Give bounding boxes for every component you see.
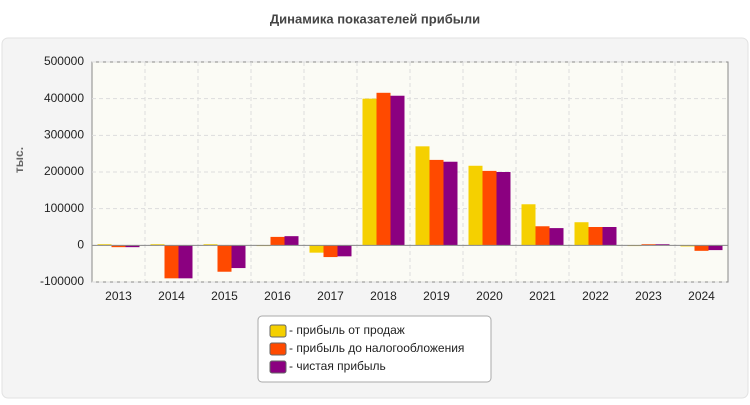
legend-label: - чистая прибыль — [289, 359, 386, 373]
bar — [521, 204, 536, 246]
bar — [694, 245, 709, 251]
bar — [496, 172, 511, 246]
y-tick-label: 0 — [77, 238, 84, 252]
x-tick-label: 2021 — [529, 289, 556, 303]
bar — [429, 159, 444, 246]
bar — [390, 95, 405, 246]
bar — [588, 227, 603, 246]
y-axis-label: тыс. — [12, 147, 26, 173]
legend — [257, 315, 492, 383]
bar — [125, 245, 140, 248]
bar — [164, 245, 179, 279]
y-tick-label: -100000 — [40, 274, 84, 288]
bar — [97, 244, 112, 246]
bar — [309, 245, 324, 253]
y-tick-label: 300000 — [44, 128, 84, 142]
bar — [270, 236, 285, 246]
bar — [680, 245, 695, 247]
bar — [535, 226, 550, 246]
x-tick-label: 2013 — [105, 289, 132, 303]
bar — [415, 146, 430, 246]
x-tick-label: 2020 — [476, 289, 503, 303]
bar — [549, 228, 564, 246]
bar — [482, 170, 497, 246]
y-tick-label: 500000 — [44, 54, 84, 68]
bar — [362, 98, 377, 246]
bar — [376, 92, 391, 246]
bar — [178, 245, 193, 279]
bar — [443, 161, 458, 246]
bar — [655, 244, 670, 246]
y-tick-label: 200000 — [44, 164, 84, 178]
bar — [150, 244, 165, 246]
bar — [641, 244, 656, 246]
legend-label: - прибыль от продаж — [289, 323, 405, 337]
legend-swatch — [269, 360, 287, 374]
x-tick-label: 2023 — [635, 289, 662, 303]
x-tick-label: 2019 — [423, 289, 450, 303]
x-tick-label: 2015 — [211, 289, 238, 303]
bar — [203, 244, 218, 246]
bar — [337, 245, 352, 257]
x-tick-label: 2014 — [158, 289, 185, 303]
x-tick-label: 2016 — [264, 289, 291, 303]
x-tick-label: 2018 — [370, 289, 397, 303]
y-tick-label: 100000 — [44, 201, 84, 215]
chart-title: Динамика показателей прибыли — [270, 11, 480, 26]
legend-swatch — [269, 324, 287, 338]
bar — [468, 165, 483, 246]
legend-label: - прибыль до налогообложения — [289, 341, 464, 355]
bar — [708, 245, 723, 251]
y-tick-label: 400000 — [44, 91, 84, 105]
bar — [111, 245, 126, 248]
bar — [284, 236, 299, 246]
bar — [602, 227, 617, 246]
legend-swatch — [269, 342, 287, 356]
x-tick-label: 2017 — [317, 289, 344, 303]
bar — [231, 245, 246, 269]
bar — [574, 222, 589, 246]
x-tick-label: 2024 — [688, 289, 715, 303]
bar — [323, 245, 338, 258]
bar — [217, 245, 232, 272]
x-tick-label: 2022 — [582, 289, 609, 303]
